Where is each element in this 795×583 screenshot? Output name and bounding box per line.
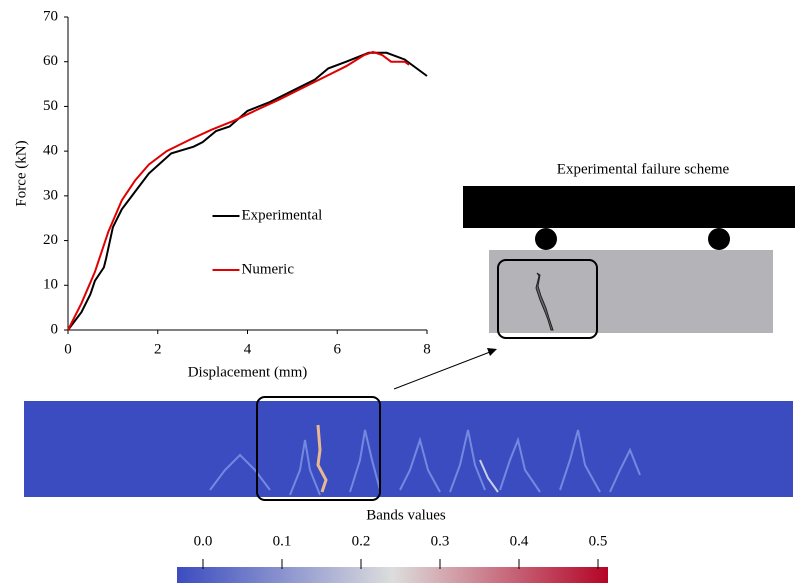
legend-label: Numeric (242, 261, 295, 277)
x-axis-label: Displacement (mm) (188, 364, 308, 380)
y-tick-label: 40 (43, 143, 58, 159)
support (708, 228, 730, 250)
colorbar-tick-label: 0.1 (273, 533, 292, 549)
band-field (24, 401, 793, 497)
x-tick-label: 2 (154, 341, 162, 357)
colorbar-tick-label: 0.2 (352, 533, 371, 549)
legend-label: Experimental (242, 207, 323, 223)
main-band (316, 424, 328, 493)
y-tick-label: 60 (43, 53, 58, 69)
x-tick-label: 0 (64, 341, 72, 357)
x-tick-label: 4 (244, 341, 252, 357)
series-line (67, 50, 410, 331)
colorbar-tick-label: 0.0 (194, 533, 213, 549)
series-line (67, 51, 428, 331)
y-tick-label: 0 (51, 321, 59, 337)
zoom-box (497, 259, 598, 339)
zoom-box (256, 396, 381, 501)
colorbar-tick-label: 0.5 (589, 533, 608, 549)
y-tick-label: 30 (43, 187, 58, 203)
support (535, 228, 557, 250)
band-streaks (209, 429, 641, 496)
x-tick-label: 6 (334, 341, 342, 357)
y-axis-label: Force (kN) (13, 140, 29, 206)
secondary-band (479, 459, 499, 493)
colorbar-tick-label: 0.3 (431, 533, 450, 549)
y-tick-label: 70 (43, 8, 58, 24)
colorbar-tick-label: 0.4 (510, 533, 529, 549)
arrow-head (487, 348, 497, 356)
loading-beam (463, 186, 795, 228)
colorbar-title: Bands values (366, 507, 446, 523)
diagram-title: Experimental failure scheme (557, 161, 730, 177)
crack (535, 272, 554, 331)
specimen (489, 250, 773, 333)
colorbar (177, 567, 608, 583)
arrow (393, 351, 491, 390)
x-tick-label: 8 (423, 341, 431, 357)
y-tick-label: 10 (43, 277, 58, 293)
y-tick-label: 50 (43, 98, 58, 114)
y-tick-label: 20 (43, 232, 58, 248)
